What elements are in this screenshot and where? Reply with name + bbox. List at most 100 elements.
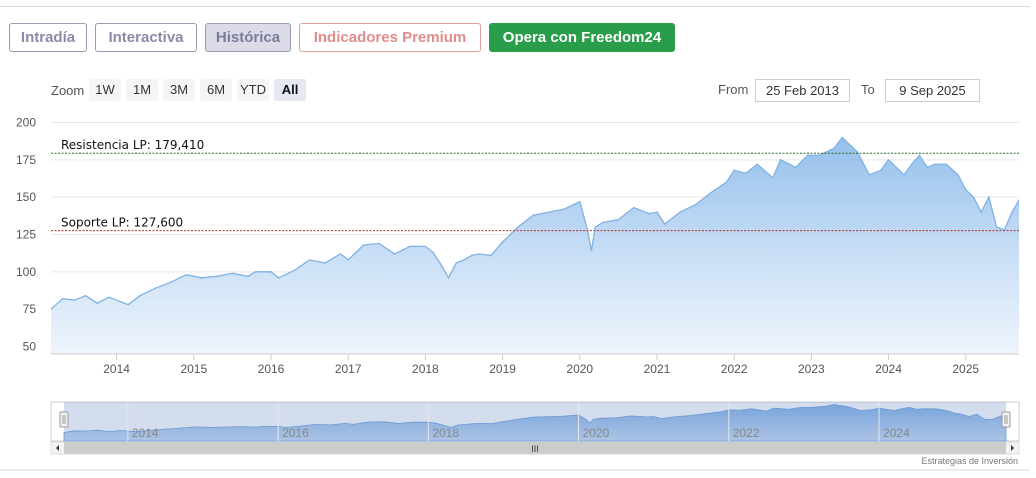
data-point [119,300,122,303]
data-point [957,173,959,176]
x-tick-label: 2018 [412,362,439,376]
data-point [725,181,728,184]
y-tick-label: 75 [23,302,37,316]
data-point [868,173,871,176]
data-point [934,163,936,166]
data-point [988,196,990,198]
x-tick-label: 2021 [644,362,671,376]
data-point [903,173,905,176]
range-to-label: To [861,82,875,97]
data-point [432,251,434,254]
x-tick-label: 2025 [952,362,979,376]
data-point [447,277,450,279]
top-divider [0,6,1030,7]
data-point [51,308,52,310]
zoom-all-button[interactable]: All [274,79,306,101]
data-point [61,297,64,300]
scroll-left-arrow-icon[interactable] [56,445,59,451]
data-point [679,211,681,213]
zoom-3m-button[interactable]: 3M [163,79,195,101]
tab-interactiva[interactable]: Interactiva [95,23,197,52]
data-point [756,163,759,166]
data-point [945,163,948,166]
navigator-handle-left[interactable] [59,411,69,428]
data-point [154,287,157,290]
y-tick-label: 200 [16,115,36,129]
data-point [594,226,597,228]
resistance-label: Resistencia LP: 179,410 [61,138,204,152]
data-point [590,250,593,252]
data-point [833,147,836,149]
data-point [617,218,620,221]
navigator-year-label: 2022 [733,426,760,440]
navigator-year-label: 2016 [282,426,309,440]
data-point [362,244,365,246]
freedom24-button[interactable]: Opera con Freedom24 [489,23,675,52]
data-point [926,166,928,169]
data-point [440,263,442,266]
data-point [308,259,311,261]
data-point [393,253,396,255]
data-point [169,281,172,284]
data-point [339,253,342,255]
zoom-ytd-button[interactable]: YTD [237,79,269,101]
range-to-input[interactable]: 9 Sep 2025 [885,79,980,102]
tab-indicadores-premium[interactable]: Indicadores Premium [299,23,481,52]
data-point [478,253,481,255]
x-tick-label: 2016 [258,362,285,376]
data-point [980,211,982,213]
range-from-label: From [718,82,749,97]
y-tick-label: 125 [16,228,36,242]
zoom-1m-button[interactable]: 1M [126,79,158,101]
data-point [694,203,697,206]
price-line [51,136,1019,310]
data-point [806,154,809,157]
data-point [254,271,257,273]
tab-historica[interactable]: Histórica [205,23,291,52]
data-point [84,294,87,297]
scroll-right-arrow-icon[interactable] [1011,445,1014,451]
data-point [964,188,967,191]
data-point [795,166,797,169]
x-tick-label: 2022 [721,362,748,376]
watermark: Estrategias de Inversión [921,456,1018,466]
data-point [517,226,519,228]
data-point [501,241,504,243]
navigator-year-label: 2024 [883,426,910,440]
data-point [216,275,218,278]
data-point [96,302,99,305]
data-point [910,163,913,166]
scrollbar-grip: III [531,444,539,454]
data-point [733,169,735,172]
data-point [663,223,666,225]
navigator-handle-right[interactable] [1001,411,1011,428]
x-tick-label: 2017 [335,362,362,376]
navigator-year-label: 2018 [432,426,459,440]
scrollbar-thumb[interactable] [64,442,1006,454]
y-tick-label: 50 [23,340,37,354]
zoom-6m-button[interactable]: 6M [200,79,232,101]
navigator-selection [64,402,1006,441]
data-point [548,211,550,213]
x-tick-label: 2015 [180,362,207,376]
data-point [231,272,234,275]
tab-intradia[interactable]: Intradía [9,23,87,52]
data-point [108,296,110,299]
zoom-1w-button[interactable]: 1W [89,79,121,101]
data-point [744,172,747,175]
x-tick-label: 2023 [798,362,825,376]
data-point [247,275,249,278]
data-point [633,206,635,209]
data-point [378,242,380,245]
range-from-input[interactable]: 25 Feb 2013 [755,79,850,102]
data-point [771,176,774,179]
zoom-label: Zoom [51,83,85,98]
data-point [1011,211,1013,213]
data-point [73,299,75,302]
x-tick-label: 2014 [103,362,130,376]
y-tick-label: 175 [16,153,36,167]
navigator-year-label: 2020 [583,426,610,440]
data-point [887,159,890,161]
x-tick-label: 2024 [875,362,902,376]
